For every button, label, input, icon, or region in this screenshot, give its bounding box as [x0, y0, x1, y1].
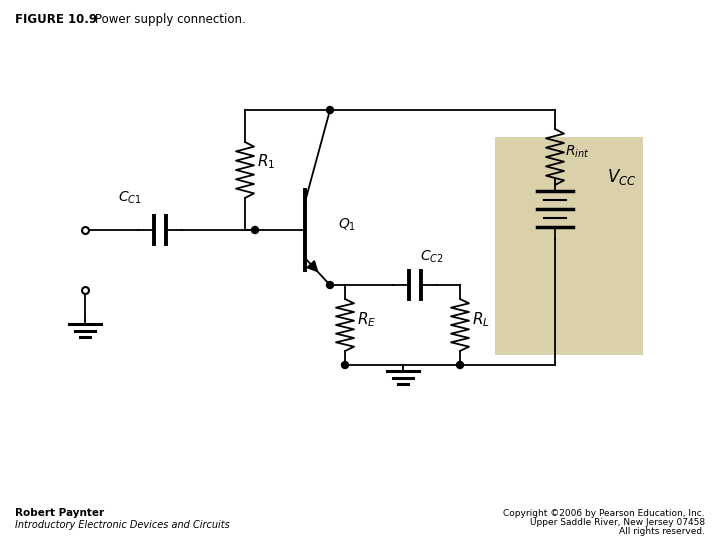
Text: Power supply connection.: Power supply connection.: [95, 13, 246, 26]
Text: Robert Paynter: Robert Paynter: [15, 508, 104, 518]
Text: $V_{CC}$: $V_{CC}$: [607, 167, 636, 187]
Text: Upper Saddle River, New Jersey 07458: Upper Saddle River, New Jersey 07458: [530, 518, 705, 527]
Text: Introductory Electronic Devices and Circuits: Introductory Electronic Devices and Circ…: [15, 520, 230, 530]
Circle shape: [341, 361, 348, 368]
Text: $C_{C2}$: $C_{C2}$: [420, 248, 444, 265]
Text: Copyright ©2006 by Pearson Education, Inc.: Copyright ©2006 by Pearson Education, In…: [503, 509, 705, 518]
Circle shape: [326, 281, 333, 288]
Polygon shape: [307, 261, 318, 272]
Circle shape: [326, 106, 333, 113]
Circle shape: [251, 226, 258, 233]
Text: $R_{int}$: $R_{int}$: [565, 144, 590, 160]
Text: All rights reserved.: All rights reserved.: [619, 527, 705, 536]
Text: $R_1$: $R_1$: [257, 153, 275, 171]
Text: $R_E$: $R_E$: [357, 310, 377, 329]
Text: $Q_1$: $Q_1$: [338, 217, 356, 233]
Circle shape: [456, 361, 464, 368]
Text: $R_L$: $R_L$: [472, 310, 490, 329]
Text: $C_{C1}$: $C_{C1}$: [118, 190, 142, 206]
Bar: [495, 137, 643, 355]
Text: FIGURE 10.9: FIGURE 10.9: [15, 13, 97, 26]
